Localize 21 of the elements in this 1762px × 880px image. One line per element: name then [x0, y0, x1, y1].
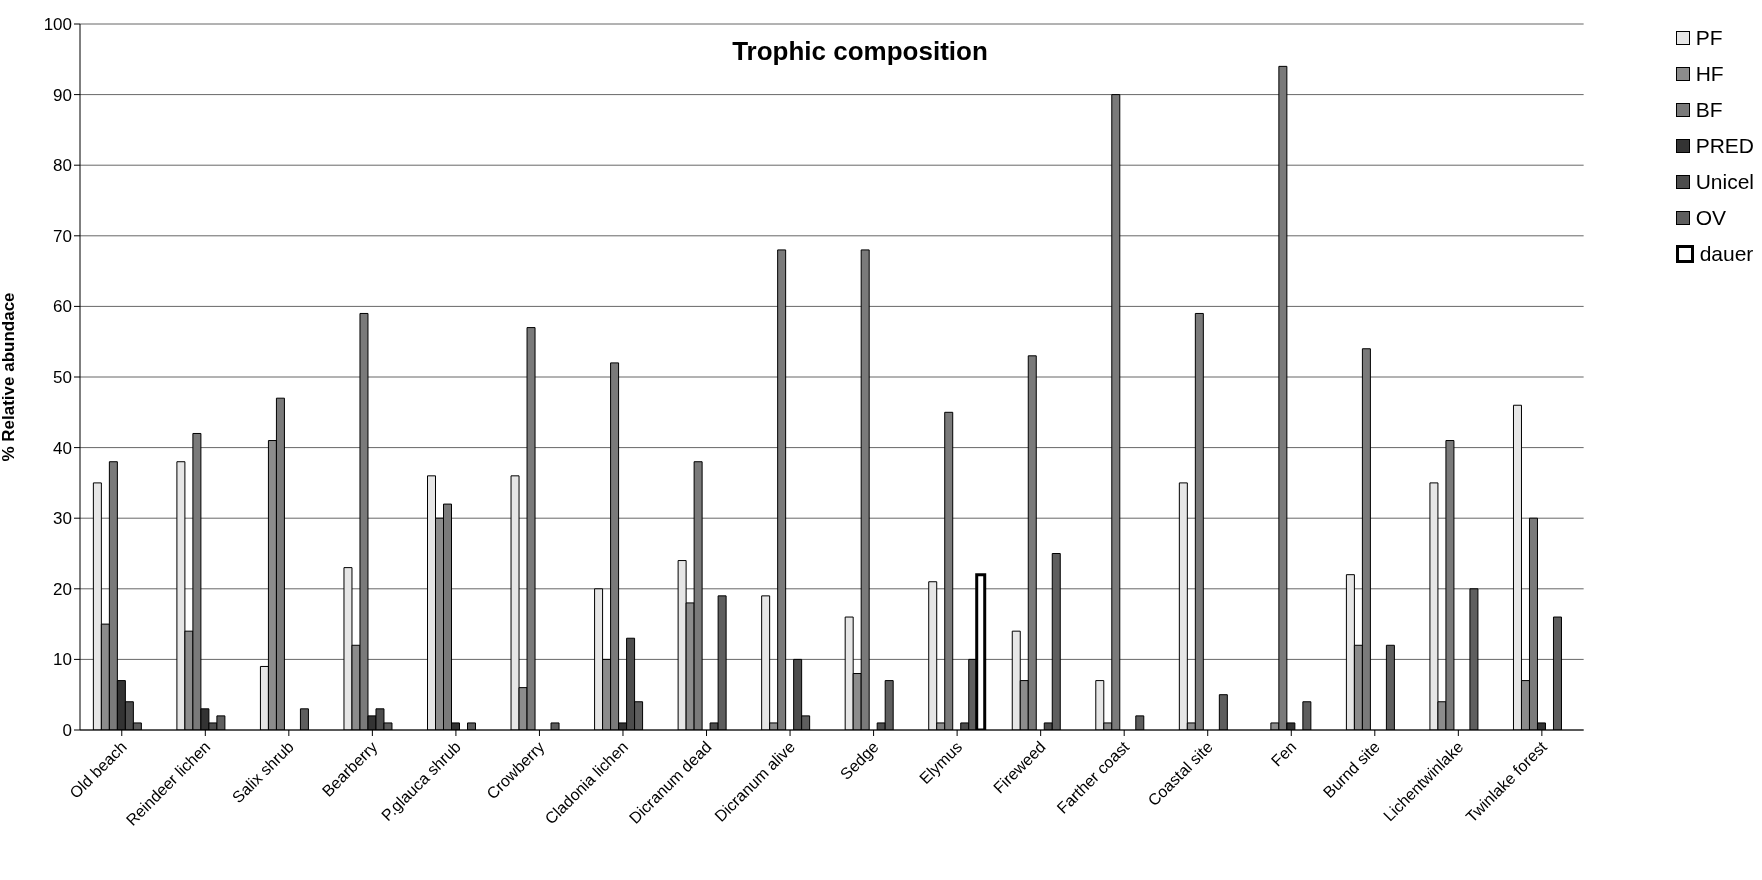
y-tick-label: 0 — [62, 721, 72, 741]
legend-label: dauer — [1699, 241, 1754, 267]
text: Trophic composition — [732, 36, 988, 66]
y-tick-label: 80 — [53, 156, 72, 176]
legend-label: HF — [1695, 61, 1724, 87]
y-axis-title: % Relative abundace — [0, 292, 19, 462]
y-tick-label: 50 — [53, 368, 72, 388]
y-tick-label: 100 — [43, 15, 72, 35]
x-tick-label: Fen — [1267, 738, 1300, 770]
legend-label: Unicel — [1695, 169, 1754, 195]
y-tick-label: 10 — [53, 650, 72, 670]
y-tick-label: 20 — [53, 579, 72, 599]
legend-label: BF — [1695, 97, 1723, 123]
legend-label: PRED — [1695, 133, 1754, 159]
legend-label: PF — [1695, 25, 1723, 51]
y-tick-label: 70 — [53, 226, 72, 246]
y-tick-label: 60 — [53, 297, 72, 317]
y-tick-label: 90 — [53, 85, 72, 105]
y-tick-label: 40 — [53, 438, 72, 458]
y-tick-label: 30 — [53, 509, 72, 529]
legend-label: OV — [1695, 205, 1726, 231]
